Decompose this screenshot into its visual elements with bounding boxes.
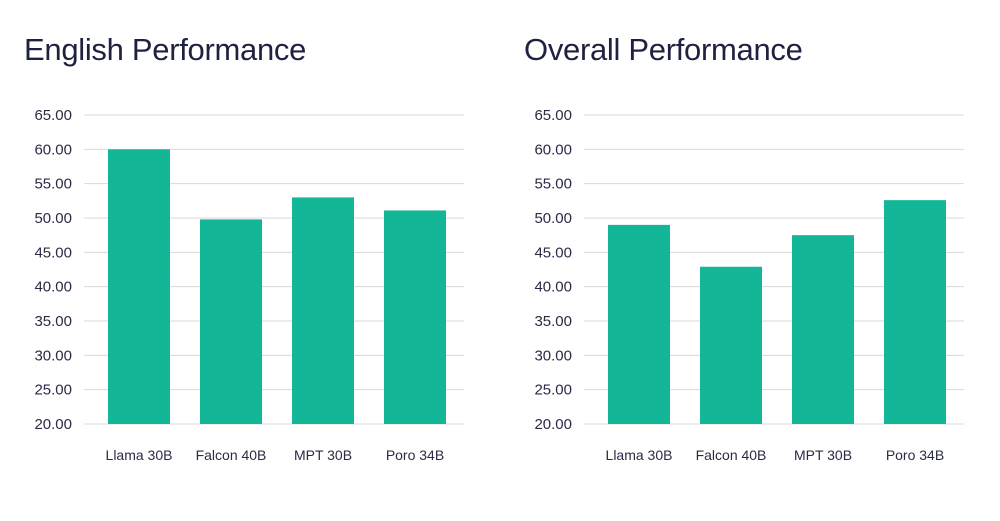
english-x-category-label: Poro 34B [386,447,444,463]
overall-y-tick-label: 30.00 [534,347,572,364]
overall-y-tick-label: 35.00 [534,313,572,330]
english-bar [108,149,170,425]
english-x-category-label: Falcon 40B [196,447,267,463]
overall-y-tick-label: 50.00 [534,210,572,227]
overall-y-tick-label: 20.00 [534,416,572,433]
overall-bar [884,200,946,424]
english-y-tick-label: 30.00 [34,347,72,364]
english-y-tick-label: 40.00 [34,279,72,296]
chart-title-overall: Overall Performance [524,32,803,67]
english-y-tick-label: 50.00 [34,210,72,227]
english-bar [200,219,262,424]
overall-y-tick-label: 55.00 [534,176,572,193]
english-bar [384,210,446,424]
english-y-tick-label: 45.00 [34,244,72,261]
english-x-category-label: MPT 30B [294,447,352,463]
english-performance-chart: 20.00 25.00 30.00 35.00 40.00 45.00 50.00 55.00… [34,107,464,463]
english-y-tick-label: 35.00 [34,313,72,330]
english-y-tick-label: 25.00 [34,382,72,399]
overall-x-category-label: Falcon 40B [696,447,767,463]
overall-y-tick-label: 40.00 [534,279,572,296]
english-y-tick-label: 20.00 [34,416,72,433]
chart-title-english: English Performance [24,32,307,67]
overall-bar [608,224,670,424]
english-y-tick-label: 65.00 [34,107,72,124]
overall-bar [700,266,762,424]
overall-y-tick-label: 25.00 [534,382,572,399]
overall-x-category-label: MPT 30B [794,447,852,463]
english-y-tick-label: 60.00 [34,141,72,158]
english-y-tick-label: 55.00 [34,176,72,193]
overall-x-category-label: Poro 34B [886,447,944,463]
overall-bar [792,235,854,424]
overall-y-tick-label: 65.00 [534,107,572,124]
overall-performance-chart: 20.00 25.00 30.00 35.00 40.00 45.00 50.00 55.00… [534,107,964,463]
english-x-category-label: Llama 30B [106,447,173,463]
overall-y-tick-label: 45.00 [534,244,572,261]
english-bar [292,197,354,424]
overall-x-category-label: Llama 30B [606,447,673,463]
overall-y-tick-label: 60.00 [534,141,572,158]
